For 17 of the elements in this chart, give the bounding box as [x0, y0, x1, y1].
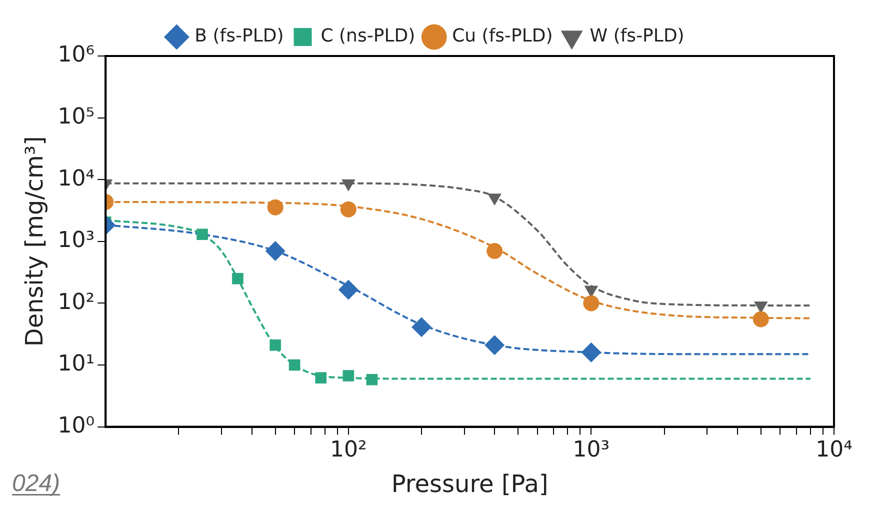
y-tick-label: 10⁴: [58, 166, 95, 192]
y-tick-label: 10⁶: [58, 42, 95, 68]
legend-label: C (ns-PLD): [320, 26, 416, 47]
text: 024): [12, 470, 60, 497]
x-axis-title: Pressure [Pa]: [391, 470, 548, 498]
y-tick-label: 10¹: [58, 352, 95, 377]
legend-label: Cu (fs-PLD): [452, 26, 553, 47]
x-tick-label: 10³: [572, 438, 610, 463]
x-tick-label: 10⁴: [816, 438, 853, 463]
y-tick-label: 10²: [58, 290, 95, 315]
x-tick-label: 10²: [330, 438, 367, 463]
y-tick-label: 10⁵: [58, 104, 95, 130]
y-tick-label: 10³: [58, 228, 95, 254]
y-tick-label: 10⁰: [58, 414, 95, 439]
legend-label: B (fs-PLD): [194, 26, 284, 47]
legend-label: W (fs-PLD): [590, 26, 684, 47]
y-axis-title: Density [mg/cm³]: [20, 136, 49, 347]
